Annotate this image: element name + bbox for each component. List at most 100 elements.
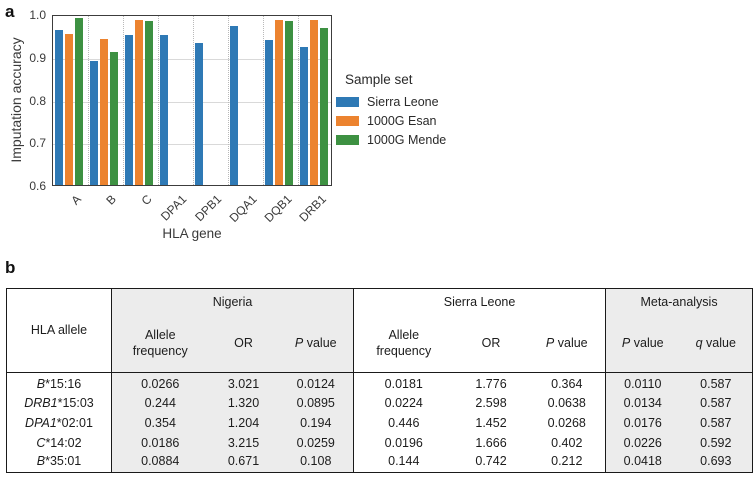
bar-1000g-esan-b	[99, 39, 109, 185]
panel-b: b HLA allele Nigeria Sierra Leone Meta-anal…	[0, 255, 756, 481]
table-row: DPA1*02:01 0.354 1.204 0.194 0.446 1.452 0.026…	[7, 412, 753, 433]
value-cell: 1.204	[208, 412, 279, 433]
col-header-or: OR	[208, 315, 279, 373]
legend-swatch	[336, 115, 359, 126]
category-separator	[263, 16, 264, 185]
gridline-0.8	[53, 101, 331, 103]
x-tick-label-drb1: DRB1	[296, 192, 330, 225]
value-cell: 0.587	[679, 372, 753, 393]
chart-legend: Sample set Sierra Leone 1000G Esan 1000G M…	[336, 72, 446, 149]
bar-sierra-leone-b	[90, 60, 99, 185]
col-header-allele-frequency: Allele frequency	[111, 315, 209, 373]
allele-cell: B*15:16	[36, 377, 82, 392]
category-separator	[193, 16, 194, 185]
bar-sierra-leone-dqa1	[230, 25, 239, 185]
x-tick-label-dpb1: DPB1	[192, 192, 225, 225]
header-cell: HLA allele	[7, 289, 112, 373]
allele-cell: C*14:02	[36, 435, 82, 450]
bar-1000g-mende-drb1	[319, 27, 329, 185]
association-results-table: HLA allele Nigeria Sierra Leone Meta-analys…	[6, 288, 754, 473]
panel-b-label: b	[5, 258, 16, 277]
allele-cell: B*35:01	[36, 453, 82, 468]
legend-label: 1000G Esan	[367, 113, 437, 128]
legend-label: 1000G Mende	[367, 132, 447, 147]
allele-cell: DPA1*02:01	[25, 415, 93, 430]
value-cell: 1.666	[475, 435, 507, 450]
table-row: B*15:16 0.0266 3.021 0.0124 0.0181 1.776 0.364…	[7, 372, 753, 393]
bar-sierra-leone-dpa1	[160, 35, 169, 185]
category-separator	[88, 16, 89, 185]
category-separator	[228, 16, 229, 185]
value-cell: 0.0186	[111, 432, 209, 453]
bar-sierra-leone-dqb1	[265, 40, 274, 185]
value-cell: 0.402	[551, 435, 583, 450]
col-header-allele-frequency: Allele frequency	[353, 315, 454, 373]
value-cell: 0.446	[353, 412, 454, 433]
value-cell: 0.693	[679, 452, 753, 473]
table-row: DRB1*15:03 0.244 1.320 0.0895 0.0224 2.598 0.0…	[7, 392, 753, 413]
gridline-0.9	[53, 58, 331, 60]
category-separator	[123, 16, 124, 185]
value-cell: 0.0226	[605, 432, 680, 453]
value-cell: 0.0884	[111, 452, 209, 473]
x-tick-label-dqb1: DQB1	[261, 192, 295, 226]
bar-1000g-esan-a	[64, 33, 74, 185]
y-tick-label: 1.0	[29, 8, 46, 22]
x-axis-label: HLA gene	[162, 226, 222, 241]
bar-1000g-mende-c	[144, 21, 154, 185]
value-cell: 1.320	[208, 392, 279, 413]
value-cell: 1.452	[475, 415, 507, 430]
value-cell: 0.194	[278, 412, 354, 433]
group-header-sierra-leone: Sierra Leone	[353, 288, 606, 316]
col-header-p-value: P value	[605, 315, 680, 373]
col-header-q-value: q value	[679, 315, 753, 373]
y-tick-label: 0.6	[29, 179, 46, 193]
category-separator	[158, 16, 159, 185]
legend-item-1000g-esan: 1000G Esan	[336, 111, 446, 130]
value-cell: 0.108	[278, 452, 354, 473]
value-cell: 0.671	[208, 452, 279, 473]
y-tick-label: 0.9	[29, 50, 46, 65]
value-cell: 0.364	[551, 377, 583, 392]
value-cell: 0.0224	[353, 392, 454, 413]
value-cell: 0.0895	[278, 392, 354, 413]
x-tick-label-dqa1: DQA1	[226, 192, 260, 226]
bar-1000g-esan-dqb1	[274, 20, 284, 185]
value-cell: 0.144	[353, 452, 454, 473]
legend-title: Sample set	[345, 72, 413, 87]
col-header-p-value: P value	[545, 335, 588, 350]
value-cell: 0.0268	[547, 415, 586, 430]
col-header-hla-allele: HLA allele	[30, 322, 88, 337]
value-cell: 3.215	[208, 432, 279, 453]
x-tick-label-dpa1: DPA1	[157, 192, 190, 224]
bar-sierra-leone-a	[55, 30, 64, 185]
value-cell: 2.598	[475, 395, 507, 410]
value-cell: 0.0196	[353, 432, 454, 453]
value-cell: 0.0176	[605, 412, 680, 433]
value-cell: 0.354	[111, 412, 209, 433]
legend-swatch	[336, 134, 359, 145]
value-cell: 0.0124	[278, 372, 354, 393]
panel-a-label: a	[5, 2, 15, 21]
bar-1000g-esan-drb1	[309, 20, 319, 185]
value-cell: 0.0418	[605, 452, 680, 473]
x-tick-label-b: B	[103, 192, 120, 208]
value-cell: 0.0266	[111, 372, 209, 393]
value-cell: 0.0638	[547, 395, 586, 410]
legend-item-sierra-leone: Sierra Leone	[336, 92, 446, 111]
bar-sierra-leone-drb1	[300, 46, 309, 185]
x-tick-label-c: C	[138, 192, 155, 209]
bar-1000g-mende-dqb1	[284, 21, 294, 185]
value-cell: 0.587	[679, 392, 753, 413]
value-cell: 1.776	[475, 377, 507, 392]
value-cell: 0.0181	[353, 372, 454, 393]
bar-sierra-leone-c	[125, 34, 134, 185]
table-row: B*35:01 0.0884 0.671 0.108 0.144 0.742 0.212 0.…	[7, 452, 753, 473]
imputation-accuracy-chart	[52, 15, 332, 186]
value-cell: 0.742	[475, 453, 507, 468]
value-cell: 0.0134	[605, 392, 680, 413]
bar-1000g-mende-a	[74, 18, 84, 185]
y-tick-label: 0.8	[29, 93, 46, 108]
bar-sierra-leone-dpb1	[195, 43, 204, 185]
